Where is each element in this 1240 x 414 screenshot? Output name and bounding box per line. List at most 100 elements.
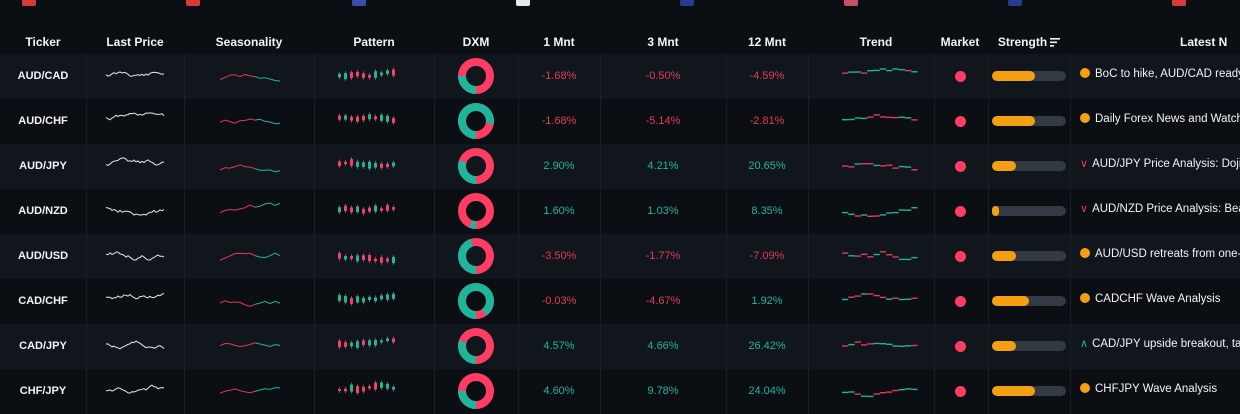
pattern-candles <box>338 112 395 125</box>
change-m3: -0.50% <box>645 70 681 82</box>
ticker-symbol[interactable]: AUD/CAD <box>17 70 69 82</box>
news-headline: AUD/USD retreats from one-w <box>1095 248 1240 260</box>
cell-divider <box>934 189 935 234</box>
latest-news[interactable]: ∨ AUD/NZD Price Analysis: Bea <box>1080 189 1240 234</box>
strength-bar <box>992 71 1066 81</box>
change-m1: 4.60% <box>543 385 575 397</box>
cell-divider <box>600 144 601 189</box>
chevron-up-icon: ∧ <box>1080 338 1089 350</box>
col-pattern[interactable]: Pattern <box>353 35 395 49</box>
trend-chart <box>842 293 918 301</box>
table-row[interactable]: CAD/CHF -0.03% -4.67% 1.92% CADCHF Wave Anal… <box>0 279 1240 324</box>
cell-divider <box>726 234 727 279</box>
ticker-symbol[interactable]: AUD/NZD <box>18 205 68 217</box>
table-row[interactable]: AUD/CAD -1.68% -0.50% -4.59% BoC to hike, AU… <box>0 54 1240 99</box>
cell-divider <box>726 144 727 189</box>
col-trend[interactable]: Trend <box>859 35 893 49</box>
cell-divider <box>86 279 87 324</box>
table-row[interactable]: AUD/JPY 2.90% 4.21% 20.65% ∨ AUD/JPY Price An… <box>0 144 1240 189</box>
latest-news[interactable]: AUD/USD retreats from one-w <box>1080 234 1240 279</box>
col-last-price[interactable]: Last Price <box>106 35 164 49</box>
col-1-month[interactable]: 1 Mnt <box>543 35 575 49</box>
change-m12: 24.04% <box>748 385 786 397</box>
news-headline: AUD/JPY Price Analysis: Doji <box>1092 158 1240 170</box>
news-headline: CADCHF Wave Analysis <box>1095 293 1221 305</box>
latest-news[interactable]: BoC to hike, AUD/CAD ready to <box>1080 54 1240 99</box>
cell-divider <box>988 324 989 369</box>
ticker-symbol[interactable]: CAD/JPY <box>19 340 67 352</box>
latest-news[interactable]: ∧ CAD/JPY upside breakout, tar <box>1080 324 1240 369</box>
ticker-symbol[interactable]: AUD/USD <box>17 250 69 262</box>
cell-divider <box>434 99 435 144</box>
market-status-dot <box>955 386 966 397</box>
change-m3: -4.67% <box>645 295 681 307</box>
ticker-symbol[interactable]: AUD/CHF <box>18 115 68 127</box>
cell-divider <box>726 279 727 324</box>
latest-news[interactable]: ∨ AUD/JPY Price Analysis: Doji <box>1080 144 1240 189</box>
ticker-symbol[interactable]: AUD/JPY <box>19 160 67 172</box>
col-dxm[interactable]: DXM <box>462 35 490 49</box>
cell-divider <box>600 279 601 324</box>
latest-news[interactable]: CADCHF Wave Analysis <box>1080 279 1240 324</box>
flag-icon <box>680 0 694 6</box>
col-ticker[interactable]: Ticker <box>25 35 61 49</box>
cell-divider <box>808 234 809 279</box>
col-12-month[interactable]: 12 Mnt <box>747 35 786 49</box>
cell-divider <box>314 54 315 99</box>
ticker-symbol[interactable]: CAD/CHF <box>18 295 68 307</box>
col-strength-label: Strength <box>997 35 1048 49</box>
pattern-candles <box>338 291 395 306</box>
change-m12: 26.42% <box>748 340 786 352</box>
last-price-sparkline <box>105 384 165 394</box>
table-row[interactable]: CHF/JPY 4.60% 9.78% 24.04% CHFJPY Wave Analy… <box>0 369 1240 414</box>
sort-icon[interactable] <box>1050 38 1061 47</box>
strength-bar <box>992 206 1066 216</box>
change-m12: 1.92% <box>751 295 783 307</box>
trend-chart <box>842 206 918 218</box>
change-m1: 2.90% <box>543 160 575 172</box>
change-m12: 8.35% <box>751 205 783 217</box>
chevron-down-icon: ∨ <box>1080 158 1089 170</box>
cell-divider <box>314 144 315 189</box>
cell-divider <box>726 54 727 99</box>
cell-divider <box>726 369 727 414</box>
col-strength[interactable]: Strength <box>988 35 1070 49</box>
table-row[interactable]: AUD/NZD 1.60% 1.03% 8.35% ∨ AUD/NZD Price Ana… <box>0 189 1240 234</box>
cell-divider <box>434 54 435 99</box>
strength-bar <box>992 251 1066 261</box>
strength-bar <box>992 116 1066 126</box>
cell-divider <box>600 189 601 234</box>
col-market[interactable]: Market <box>940 35 980 49</box>
seasonality-chart <box>219 164 281 173</box>
cell-divider <box>518 234 519 279</box>
pattern-candles <box>338 251 395 266</box>
change-m12: 20.65% <box>748 160 786 172</box>
table-row[interactable]: AUD/USD -3.50% -1.77% -7.09% AUD/USD retreat… <box>0 234 1240 279</box>
cell-divider <box>184 279 185 324</box>
cell-divider <box>600 369 601 414</box>
strength-bar-fill <box>992 161 1017 171</box>
ticker-symbol[interactable]: CHF/JPY <box>19 385 67 397</box>
last-price-sparkline <box>105 340 165 350</box>
cell-divider <box>184 324 185 369</box>
pattern-candles <box>338 156 395 171</box>
cell-divider <box>518 279 519 324</box>
cell-divider <box>184 369 185 414</box>
strength-bar-fill <box>992 71 1035 81</box>
cell-divider <box>988 369 989 414</box>
news-dot-icon <box>1080 68 1090 78</box>
col-3-month[interactable]: 3 Mnt <box>647 35 679 49</box>
cell-divider <box>86 99 87 144</box>
cell-divider <box>314 189 315 234</box>
table-row[interactable]: CAD/JPY 4.57% 4.66% 26.42% ∧ CAD/JPY upside b… <box>0 324 1240 369</box>
cell-divider <box>808 54 809 99</box>
cell-divider <box>1070 279 1071 324</box>
latest-news[interactable]: CHFJPY Wave Analysis <box>1080 369 1240 414</box>
col-seasonality[interactable]: Seasonality <box>215 35 283 49</box>
news-headline: AUD/NZD Price Analysis: Bea <box>1092 203 1240 215</box>
latest-news[interactable]: Daily Forex News and Watchlist <box>1080 99 1240 144</box>
table-row[interactable]: AUD/CHF -1.68% -5.14% -2.81% Daily Forex New… <box>0 99 1240 144</box>
col-latest-news[interactable]: Latest N <box>1180 35 1228 49</box>
change-m3: -1.77% <box>645 250 681 262</box>
pattern-candles <box>338 336 395 350</box>
